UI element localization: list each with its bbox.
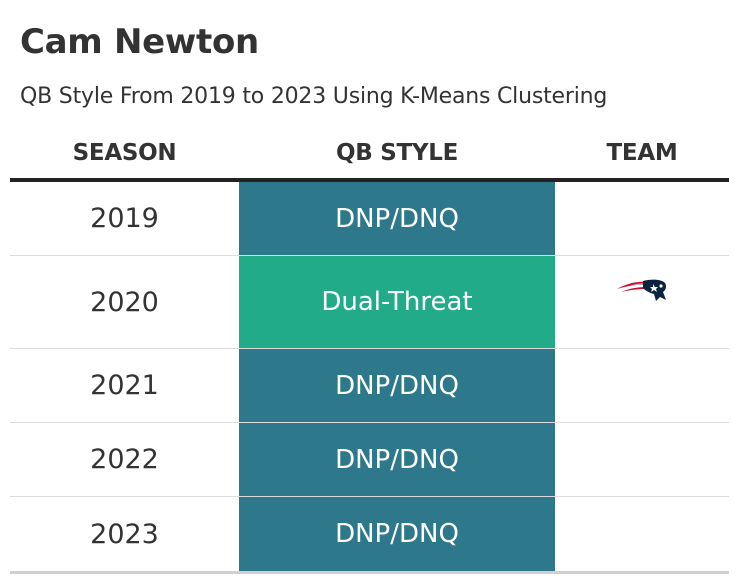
table-row: 2022 DNP/DNQ <box>10 423 729 497</box>
team-cell <box>555 182 729 255</box>
qb-style-cell: DNP/DNQ <box>239 182 555 255</box>
patriots-logo-icon <box>616 278 668 304</box>
header-season: SEASON <box>72 140 177 166</box>
team-cell <box>555 497 729 571</box>
header-team: TEAM <box>606 140 678 166</box>
season-cell: 2022 <box>90 444 159 475</box>
team-cell <box>555 423 729 496</box>
season-cell: 2020 <box>90 286 159 318</box>
team-cell <box>555 256 729 348</box>
page-title: Cam Newton <box>20 22 259 62</box>
table-row: 2021 DNP/DNQ <box>10 349 729 423</box>
season-cell: 2023 <box>90 518 159 550</box>
header-qb-style: QB STYLE <box>336 140 458 166</box>
table-row: 2020 Dual-Threat <box>10 256 729 349</box>
qb-style-cell: Dual-Threat <box>239 256 555 348</box>
qb-style-cell: DNP/DNQ <box>239 423 555 496</box>
table-row: 2019 DNP/DNQ <box>10 182 729 256</box>
qb-style-table: SEASON QB STYLE TEAM 2019 DNP/DNQ 2020 D… <box>10 128 729 574</box>
qb-style-cell: DNP/DNQ <box>239 497 555 571</box>
table-header: SEASON QB STYLE TEAM <box>10 128 729 182</box>
team-cell <box>555 349 729 422</box>
season-cell: 2019 <box>90 203 159 234</box>
table-row: 2023 DNP/DNQ <box>10 497 729 574</box>
season-cell: 2021 <box>90 370 159 401</box>
qb-style-cell: DNP/DNQ <box>239 349 555 422</box>
page-subtitle: QB Style From 2019 to 2023 Using K-Means… <box>20 84 608 109</box>
